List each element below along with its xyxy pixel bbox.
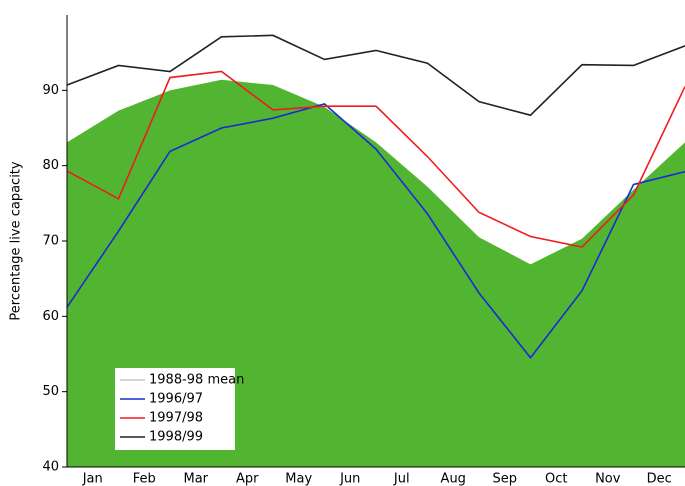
y-tick-label: 50 <box>42 384 59 399</box>
line <box>66 70 685 248</box>
x-tick-label: May <box>285 472 312 486</box>
legend-label: 1996/97 <box>149 392 203 407</box>
legend-label: 1998/99 <box>149 430 203 445</box>
x-tick-label: Dec <box>647 472 672 486</box>
x-tick-label: Jan <box>82 472 103 486</box>
y-tick-label: 90 <box>42 83 59 98</box>
line <box>66 103 685 360</box>
x-tick-label: Nov <box>595 472 621 486</box>
x-tick-label: Jul <box>393 472 410 486</box>
x-tick-label: Jun <box>339 472 360 486</box>
x-tick-label: Feb <box>133 472 156 486</box>
x-tick-label: Mar <box>183 472 208 486</box>
y-tick-label: 70 <box>42 234 59 249</box>
legend-label: 1997/98 <box>149 411 203 426</box>
y-tick-label: 80 <box>42 158 59 173</box>
y-tick-label: 60 <box>42 309 59 324</box>
y-tick-label: 40 <box>42 460 59 475</box>
legend-label: 1988-98 mean <box>149 373 244 388</box>
line <box>66 34 685 117</box>
x-tick-label: Apr <box>236 472 259 486</box>
y-axis-label: Percentage live capacity <box>9 161 24 320</box>
x-tick-label: Aug <box>441 472 466 486</box>
x-tick-label: Sep <box>492 472 517 486</box>
x-tick-label: Oct <box>545 472 567 486</box>
